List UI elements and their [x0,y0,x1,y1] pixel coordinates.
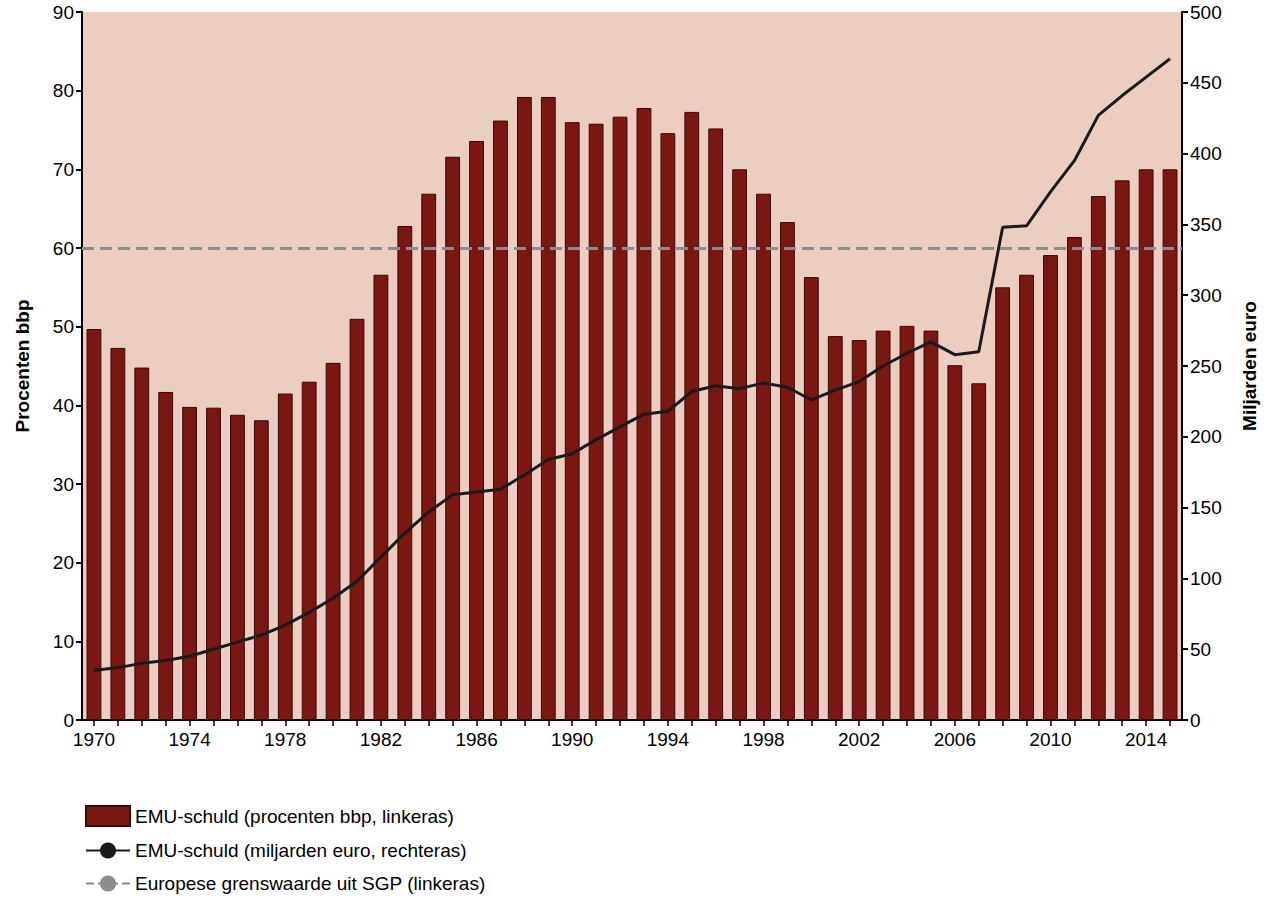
svg-text:EMU-schuld (procenten bbp, lin: EMU-schuld (procenten bbp, linkeras) [135,806,454,827]
svg-text:1974: 1974 [168,729,211,750]
svg-text:1970: 1970 [73,729,115,750]
svg-text:0: 0 [63,710,74,731]
svg-text:1978: 1978 [264,729,306,750]
svg-text:100: 100 [1190,568,1222,589]
svg-text:10: 10 [53,631,74,652]
svg-text:2010: 2010 [1029,729,1071,750]
svg-text:2014: 2014 [1125,729,1168,750]
svg-text:Procenten bbp: Procenten bbp [12,299,33,432]
svg-text:40: 40 [53,395,74,416]
svg-text:50: 50 [1190,639,1211,660]
svg-text:60: 60 [53,238,74,259]
svg-text:2006: 2006 [934,729,976,750]
svg-text:400: 400 [1190,143,1222,164]
svg-text:Europese grenswaarde uit SGP (: Europese grenswaarde uit SGP (linkeras) [135,873,485,894]
svg-text:500: 500 [1190,2,1222,23]
svg-text:1994: 1994 [647,729,690,750]
svg-text:1982: 1982 [360,729,402,750]
svg-text:1990: 1990 [551,729,593,750]
svg-text:350: 350 [1190,214,1222,235]
svg-text:1986: 1986 [455,729,497,750]
svg-text:200: 200 [1190,426,1222,447]
svg-text:300: 300 [1190,285,1222,306]
svg-text:450: 450 [1190,72,1222,93]
svg-text:EMU-schuld (miljarden euro, re: EMU-schuld (miljarden euro, rechteras) [135,840,467,861]
svg-text:80: 80 [53,80,74,101]
svg-text:1998: 1998 [742,729,784,750]
svg-text:20: 20 [53,552,74,573]
svg-text:2002: 2002 [838,729,880,750]
svg-text:250: 250 [1190,356,1222,377]
svg-text:Miljarden euro: Miljarden euro [1239,301,1260,431]
svg-text:90: 90 [53,2,74,23]
svg-text:0: 0 [1190,710,1201,731]
svg-text:150: 150 [1190,497,1222,518]
svg-text:70: 70 [53,159,74,180]
svg-text:50: 50 [53,316,74,337]
svg-text:30: 30 [53,474,74,495]
